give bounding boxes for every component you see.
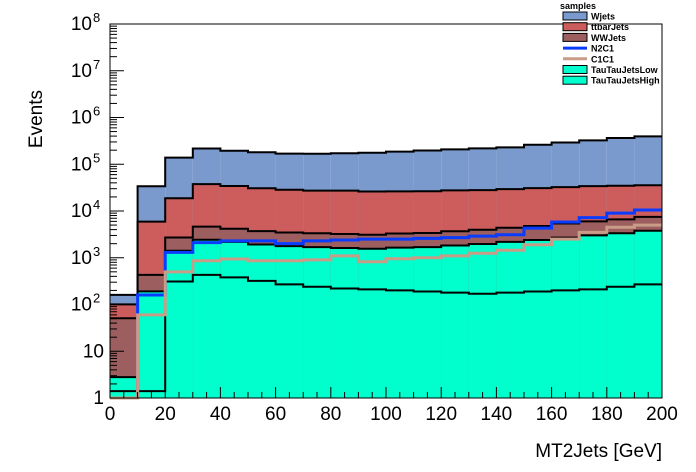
legend-label: Wjets (591, 12, 615, 22)
bar-tautaujetshigh-bin-10 (386, 290, 414, 398)
stack-layers (110, 135, 662, 398)
y-tick-exponent: 5 (93, 150, 100, 165)
bar-tautaujetshigh-bin-17 (579, 289, 607, 398)
legend-label: TauTauJetsHigh (591, 76, 660, 86)
legend-label: ttbarJets (591, 22, 629, 32)
bar-tautaujetshigh-bin-19 (634, 284, 662, 398)
x-tick-label: 20 (155, 404, 176, 425)
legend-swatch (562, 32, 588, 42)
bar-tautaujetshigh-bin-18 (606, 286, 635, 398)
legend-label: WWJets (591, 33, 626, 43)
x-tick-label: 100 (370, 404, 402, 425)
x-tick-label: 0 (105, 404, 116, 425)
signal-lines (110, 208, 662, 400)
y-tick-label: 10 (71, 248, 92, 269)
legend-label: C1C1 (591, 54, 614, 64)
x-tick-label: 160 (536, 404, 568, 425)
bar-tautaujetshigh-bin-3 (192, 274, 221, 398)
x-tick-label: 60 (265, 404, 286, 425)
bar-tautaujetslow-bin-1 (137, 291, 166, 398)
legend-swatch (562, 65, 588, 74)
y-tick-exponent: 2 (93, 291, 100, 306)
y-tick-label: 10 (71, 154, 92, 175)
bar-tautaujetshigh-bin-6 (275, 284, 304, 398)
y-axis-label: Events (26, 90, 47, 148)
x-axis-ticks: 0 20 40 60 80 100 120 140 160 180 200 (105, 387, 678, 425)
y-tick-label: 10 (71, 108, 92, 129)
x-tick-label: 40 (210, 404, 231, 425)
bar-tautaujetshigh-bin-14 (496, 292, 524, 398)
bar-tautaujetshigh-bin-12 (441, 292, 469, 398)
stack-outline-tautaujetshigh (110, 273, 662, 393)
y-tick-label: 10 (71, 14, 92, 35)
bar-tautaujetshigh-bin-9 (358, 289, 386, 398)
bar-tautaujetshigh-bin-15 (524, 291, 552, 398)
y-tick-label: 10 (83, 341, 104, 362)
legend-swatch (562, 22, 588, 32)
y-tick-label: 1 (93, 388, 104, 409)
stack-outline-ttbarjets (110, 183, 662, 306)
bar-tautaujetshigh-bin-4 (220, 277, 248, 398)
stack-outline-tautaujetslow (110, 229, 662, 379)
y-tick-label: 10 (71, 201, 92, 222)
x-tick-label: 120 (425, 404, 457, 425)
bar-tautaujetshigh-bin-2 (165, 281, 193, 398)
bar-tautaujetshigh-bin-16 (551, 290, 580, 398)
x-tick-label: 80 (320, 404, 341, 425)
y-tick-exponent: 6 (93, 104, 100, 119)
legend-swatch (562, 11, 588, 21)
x-tick-label: 180 (591, 404, 623, 425)
y-tick-exponent: 8 (93, 10, 100, 25)
y-tick-exponent: 3 (93, 244, 100, 259)
legend: samplesWjetsttbarJetsWWJetsN2C1C1C1TauTa… (560, 1, 660, 86)
bar-tautaujetshigh-bin-5 (248, 280, 276, 398)
x-tick-label: 140 (481, 404, 513, 425)
y-tick-label: 10 (71, 61, 92, 82)
legend-label: N2C1 (591, 44, 614, 54)
y-tick-exponent: 7 (93, 57, 100, 72)
bar-tautaujetshigh-bin-11 (413, 291, 442, 398)
line-n2c1 (110, 208, 662, 400)
y-tick-label: 10 (71, 295, 92, 316)
legend-label: TauTauJetsLow (591, 65, 659, 75)
bar-tautaujetshigh-bin-13 (468, 293, 497, 398)
y-tick-exponent: 4 (93, 197, 100, 212)
bar-tautaujetshigh-bin-7 (303, 286, 331, 398)
x-tick-label: 200 (646, 404, 678, 425)
legend-swatch (562, 75, 588, 85)
line-c1c1 (110, 223, 662, 400)
x-axis-label: MT2Jets [GeV] (535, 441, 662, 462)
bar-tautaujetshigh-bin-8 (330, 288, 359, 398)
legend-title: samples (560, 1, 596, 11)
stack-outline-wjets (110, 135, 662, 296)
